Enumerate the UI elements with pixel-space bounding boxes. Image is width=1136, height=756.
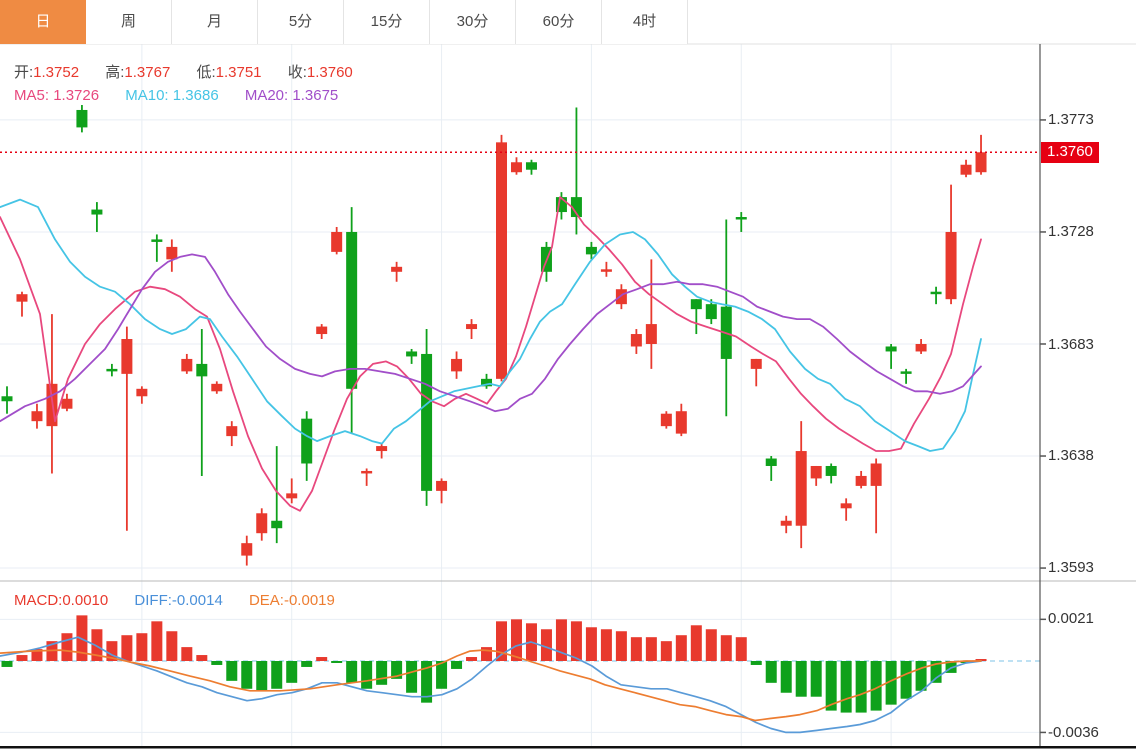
open-value: 1.3752 <box>33 64 80 81</box>
ma10-value: 1.3686 <box>172 87 219 104</box>
tab-60min[interactable]: 60分 <box>516 0 602 44</box>
tab-4hour[interactable]: 4时 <box>602 0 688 44</box>
ohlc-legend: 开:1.3752 高:1.3767 低:1.3751 收:1.3760 <box>14 61 375 82</box>
diff-label: DIFF: <box>134 592 172 609</box>
tab-5min[interactable]: 5分 <box>258 0 344 44</box>
dea-label: DEA: <box>248 592 284 609</box>
close-value: 1.3760 <box>306 64 353 81</box>
ma20-label: MA20: <box>244 87 289 104</box>
current-price-tag: 1.3760 <box>1041 142 1099 163</box>
price-tick-1: 1.3773 <box>1048 111 1094 128</box>
tab-week[interactable]: 周 <box>86 0 172 44</box>
high-label: 高: <box>105 64 125 81</box>
ma5-label: MA5: <box>14 87 50 104</box>
ma10-label: MA10: <box>125 87 169 104</box>
macd-tick-2: -0.0036 <box>1048 724 1099 741</box>
open-label: 开: <box>14 64 34 81</box>
diff-value: -0.0014 <box>171 592 223 609</box>
ma5-value: 1.3726 <box>53 87 100 104</box>
price-tick-5: 1.3593 <box>1048 559 1094 576</box>
price-tick-4: 1.3638 <box>1048 447 1094 464</box>
tab-day[interactable]: 日 <box>0 0 86 44</box>
tab-15min[interactable]: 15分 <box>344 0 430 44</box>
macd-value: 0.0010 <box>62 592 109 609</box>
high-value: 1.3767 <box>124 64 171 81</box>
ma20-value: 1.3675 <box>292 87 339 104</box>
tab-30min[interactable]: 30分 <box>430 0 516 44</box>
low-label: 低: <box>196 64 216 81</box>
price-tick-2: 1.3728 <box>1048 223 1094 240</box>
price-tick-3: 1.3683 <box>1048 336 1094 353</box>
low-value: 1.3751 <box>215 64 262 81</box>
timeframe-tabs: 日 周 月 5分 15分 30分 60分 4时 <box>0 0 688 44</box>
tab-month[interactable]: 月 <box>172 0 258 44</box>
dea-value: -0.0019 <box>283 592 335 609</box>
macd-label: MACD: <box>14 592 63 609</box>
macd-legend: MACD:0.0010 DIFF:-0.0014 DEA:-0.0019 <box>14 592 357 609</box>
macd-tick-1: 0.0021 <box>1048 610 1094 627</box>
close-label: 收: <box>287 64 307 81</box>
ma-legend: MA5: 1.3726 MA10: 1.3686 MA20: 1.3675 <box>14 87 360 104</box>
